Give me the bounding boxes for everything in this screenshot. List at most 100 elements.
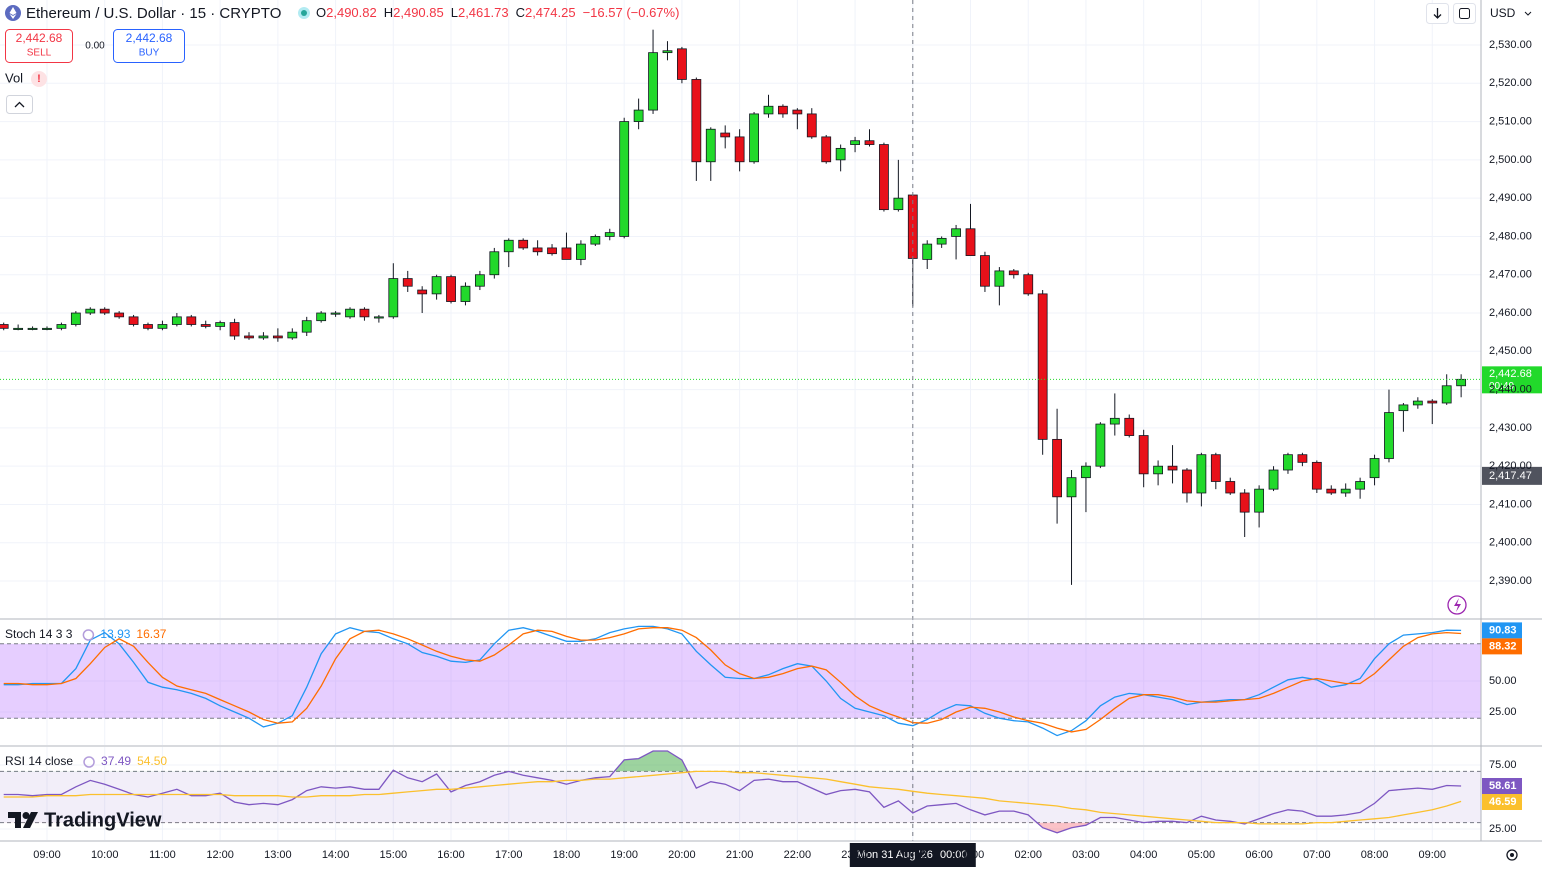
candle-body xyxy=(460,285,471,302)
candle-body xyxy=(619,121,630,237)
x-tick-label: 22:00 xyxy=(784,849,812,861)
candle-body xyxy=(1109,417,1120,425)
candle-body xyxy=(922,243,933,260)
candle-body xyxy=(244,335,254,339)
candle-body xyxy=(547,247,557,255)
series-line xyxy=(3,625,1462,737)
candle-body xyxy=(388,278,399,318)
y-tick-label: 2,420.00 xyxy=(1489,460,1532,472)
candle-body xyxy=(1182,469,1192,494)
x-tick-label: 06:00 xyxy=(1245,849,1273,861)
candle-body xyxy=(590,236,601,245)
candle-body xyxy=(143,324,153,329)
x-tick-label: 08:00 xyxy=(1361,849,1389,861)
countdown: 00:49 xyxy=(1489,381,1514,392)
candle-body xyxy=(1081,465,1091,479)
candle-body xyxy=(965,228,976,256)
candle-body xyxy=(42,327,52,330)
candle-body xyxy=(1456,378,1467,387)
candle-body xyxy=(1095,423,1106,467)
candle-body xyxy=(114,312,125,318)
candle-body xyxy=(734,136,745,163)
candle-body xyxy=(1239,492,1250,513)
x-tick-label: 07:00 xyxy=(1303,849,1331,861)
y-tick-label: 2,480.00 xyxy=(1489,230,1532,242)
candle-body xyxy=(1355,481,1366,490)
pane-title: Stoch 14 3 3 xyxy=(5,627,73,641)
candle-body xyxy=(258,335,269,339)
pane-icon xyxy=(82,629,95,641)
candle-body xyxy=(1427,400,1438,404)
candle-body xyxy=(417,289,428,295)
candle-body xyxy=(1311,461,1322,490)
candle-body xyxy=(749,113,759,163)
value-tag-label: 90.83 xyxy=(1489,624,1517,636)
value-tag-label: 58.61 xyxy=(1489,780,1517,792)
candle-body xyxy=(518,239,529,249)
candle-body xyxy=(489,251,500,276)
value-tag xyxy=(1482,622,1522,639)
last-price-label: 2,442.68 xyxy=(1489,368,1532,380)
y-tick-label: 2,520.00 xyxy=(1489,77,1532,89)
grid xyxy=(0,0,1481,840)
candle-body xyxy=(705,128,716,163)
y-tick-label: 75.00 xyxy=(1489,759,1517,771)
y-tick-label: 25.00 xyxy=(1489,706,1517,718)
y-tick-label: 2,450.00 xyxy=(1489,345,1532,357)
x-tick-label: 16:00 xyxy=(437,849,465,861)
y-tick-label: 2,430.00 xyxy=(1489,422,1532,434)
candle-body xyxy=(27,327,38,330)
candle-body xyxy=(1052,438,1062,498)
series-line xyxy=(3,627,1462,733)
y-tick-label: 2,440.00 xyxy=(1489,384,1532,396)
y-tick-label: 50.00 xyxy=(1489,675,1517,687)
x-tick-label: 09:00 xyxy=(33,849,61,861)
x-tick-label: 19:00 xyxy=(610,849,638,861)
y-tick-label: 2,400.00 xyxy=(1489,537,1532,549)
legend-value: 13.93 xyxy=(100,627,130,641)
x-tick-label: 12:00 xyxy=(206,849,234,861)
x-tick-label: 14:00 xyxy=(322,849,350,861)
candle-body xyxy=(1369,458,1380,479)
candle-body xyxy=(1297,454,1308,463)
x-tick-label: 10:00 xyxy=(91,849,119,861)
band-fill xyxy=(0,643,1481,719)
x-tick-label: 17:00 xyxy=(495,849,523,861)
y-tick-label: 2,390.00 xyxy=(1489,575,1532,587)
candle-body xyxy=(879,144,889,211)
candle-body xyxy=(1167,465,1178,471)
candle-body xyxy=(287,331,298,339)
x-tick-label: 04:00 xyxy=(1130,849,1158,861)
bands xyxy=(0,643,1481,833)
candle-body xyxy=(373,316,384,319)
legend-value: 37.49 xyxy=(101,754,131,768)
candle-body xyxy=(951,228,961,237)
candle-body xyxy=(1023,274,1034,295)
candle-body xyxy=(1210,454,1221,482)
candle-body xyxy=(272,335,283,339)
candle-body xyxy=(677,48,687,80)
crosshair-time-tag xyxy=(849,843,976,867)
candle-body xyxy=(229,322,240,337)
candle-body xyxy=(1225,481,1236,494)
legend-value: 54.50 xyxy=(137,754,167,768)
candle-body xyxy=(157,324,168,329)
candle-body xyxy=(1283,454,1293,471)
y-tick-label: 2,460.00 xyxy=(1489,307,1532,319)
candle-body xyxy=(576,243,586,260)
candle-body xyxy=(763,105,774,115)
candle-body xyxy=(186,316,197,325)
candle-body xyxy=(1441,385,1452,404)
candle-body xyxy=(561,247,572,260)
candle-body xyxy=(835,147,846,161)
value-tag xyxy=(1482,638,1522,655)
x-tick-label: 15:00 xyxy=(380,849,408,861)
x-tick-label: 00:00 xyxy=(899,849,927,861)
candle-body xyxy=(1138,435,1149,475)
crosshair-time: 00:00 xyxy=(940,849,968,861)
candle-body xyxy=(13,327,24,330)
candle-body xyxy=(330,312,341,315)
x-tick-label: 23:00 xyxy=(841,849,869,861)
